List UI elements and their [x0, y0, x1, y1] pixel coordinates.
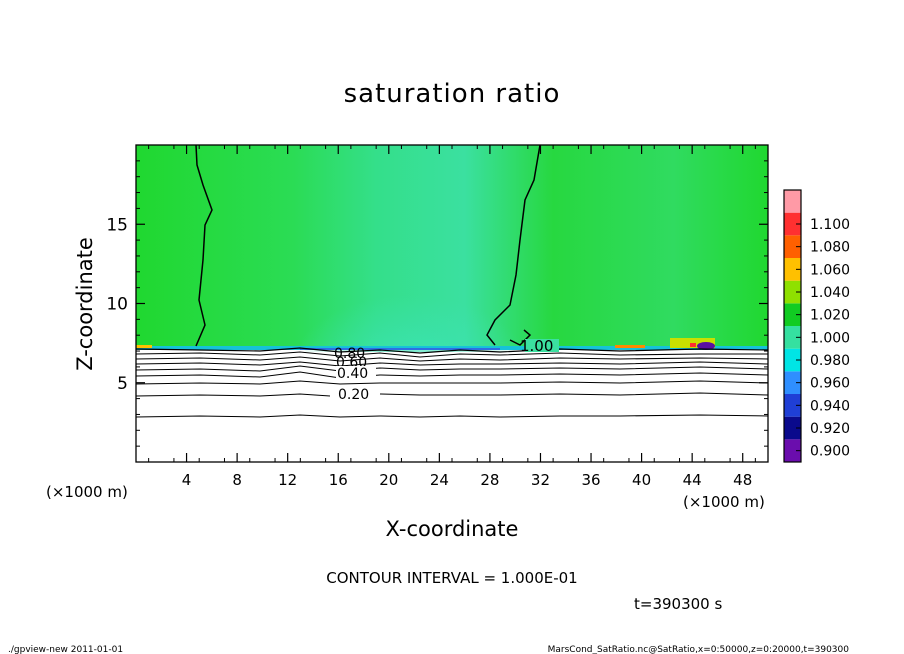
- x-tick-label: 12: [278, 471, 297, 489]
- supersat-spot-4: [690, 343, 696, 347]
- x-axis-label: X-coordinate: [386, 517, 519, 541]
- y-axis-ticks: 5 10 15: [106, 160, 768, 447]
- colorbar-label: 0.980: [810, 353, 850, 369]
- contour-interval-text: CONTOUR INTERVAL = 1.000E-01: [326, 569, 577, 587]
- colorbar-swatch: [784, 348, 801, 372]
- colorbar-label: 1.060: [810, 262, 850, 278]
- colorbar-label: 0.900: [810, 444, 850, 460]
- x-tick-label: 28: [480, 471, 499, 489]
- colorbar-label: 0.920: [810, 421, 850, 437]
- contour-lines-lower: [135, 347, 769, 418]
- footer-left: ./gpview-new 2011-01-01: [8, 645, 123, 654]
- cloud-base-band-blue: [300, 348, 500, 350]
- chart-title: saturation ratio: [344, 79, 561, 109]
- plot-area: 1.00 0.80 0.60 0.40 0.20: [135, 144, 769, 463]
- x-axis-ticks: 4 8 12 16 20 24 28 32 36 40 44 48: [148, 145, 756, 489]
- contour-line-1-00-left: [195, 144, 213, 347]
- colorbar-swatch: [784, 258, 801, 281]
- x-axis-unit-right: (×1000 m): [683, 493, 765, 511]
- colorbar-swatch: [784, 416, 801, 440]
- unsaturated-region: [136, 352, 768, 462]
- x-tick-label: 48: [733, 471, 752, 489]
- colorbar-frame: [783, 189, 802, 463]
- y-tick-label: 10: [106, 295, 128, 315]
- y-tick-label: 15: [106, 215, 128, 235]
- time-stamp: t=390300 s: [634, 595, 722, 613]
- contour-label-0-80: 0.80: [334, 346, 365, 362]
- y-axis-label: Z-coordinate: [73, 237, 97, 371]
- contour-label-1-00: 1.00: [520, 337, 553, 355]
- supersat-spot-2: [615, 345, 645, 348]
- x-tick-label: 8: [232, 471, 242, 489]
- x-tick-label: 16: [329, 471, 348, 489]
- colorbar-label: 1.040: [810, 285, 850, 301]
- colorbar-swatch: [784, 303, 801, 326]
- x-tick-label: 44: [683, 471, 702, 489]
- colorbar-label: 0.960: [810, 376, 850, 392]
- colorbar-swatch: [784, 371, 801, 394]
- colorbar-swatch: [784, 394, 801, 417]
- contour-label-bg-3: [336, 366, 376, 380]
- colorbar-label: 1.000: [810, 330, 850, 346]
- x-tick-label: 4: [182, 471, 192, 489]
- colorbar-label: 0.940: [810, 398, 850, 414]
- x-tick-label: 20: [379, 471, 398, 489]
- colorbar-swatch: [784, 190, 801, 213]
- x-axis-unit-left: (×1000 m): [46, 483, 128, 501]
- colorbar-label: 1.100: [810, 217, 850, 233]
- colorbar-swatch: [784, 235, 801, 258]
- contour-label-bg-4: [334, 387, 378, 402]
- colorbar: 0.900 0.920 0.940 0.960 0.980 1.000 1.020 1.040…: [783, 189, 850, 463]
- colorbar-label: 1.080: [810, 240, 850, 256]
- contour-label-0-40: 0.40: [337, 366, 368, 382]
- colorbar-swatch: [784, 280, 801, 304]
- y-tick-label: 5: [117, 374, 128, 394]
- x-tick-label: 36: [581, 471, 600, 489]
- contour-label-0-20: 0.20: [338, 387, 369, 403]
- supersat-spot-1: [136, 345, 152, 348]
- colorbar-swatch: [784, 439, 801, 462]
- colorbar-swatch: [784, 212, 801, 236]
- x-tick-label: 24: [430, 471, 449, 489]
- contour-label-bg-1: [525, 339, 559, 352]
- x-tick-label: 32: [531, 471, 550, 489]
- colorbar-label: 1.020: [810, 308, 850, 324]
- colorbar-swatch: [784, 326, 801, 349]
- x-tick-label: 40: [632, 471, 651, 489]
- low-spot: [697, 342, 715, 350]
- footer-right: MarsCond_SatRatio.nc@SatRatio,x=0:50000,…: [548, 645, 850, 654]
